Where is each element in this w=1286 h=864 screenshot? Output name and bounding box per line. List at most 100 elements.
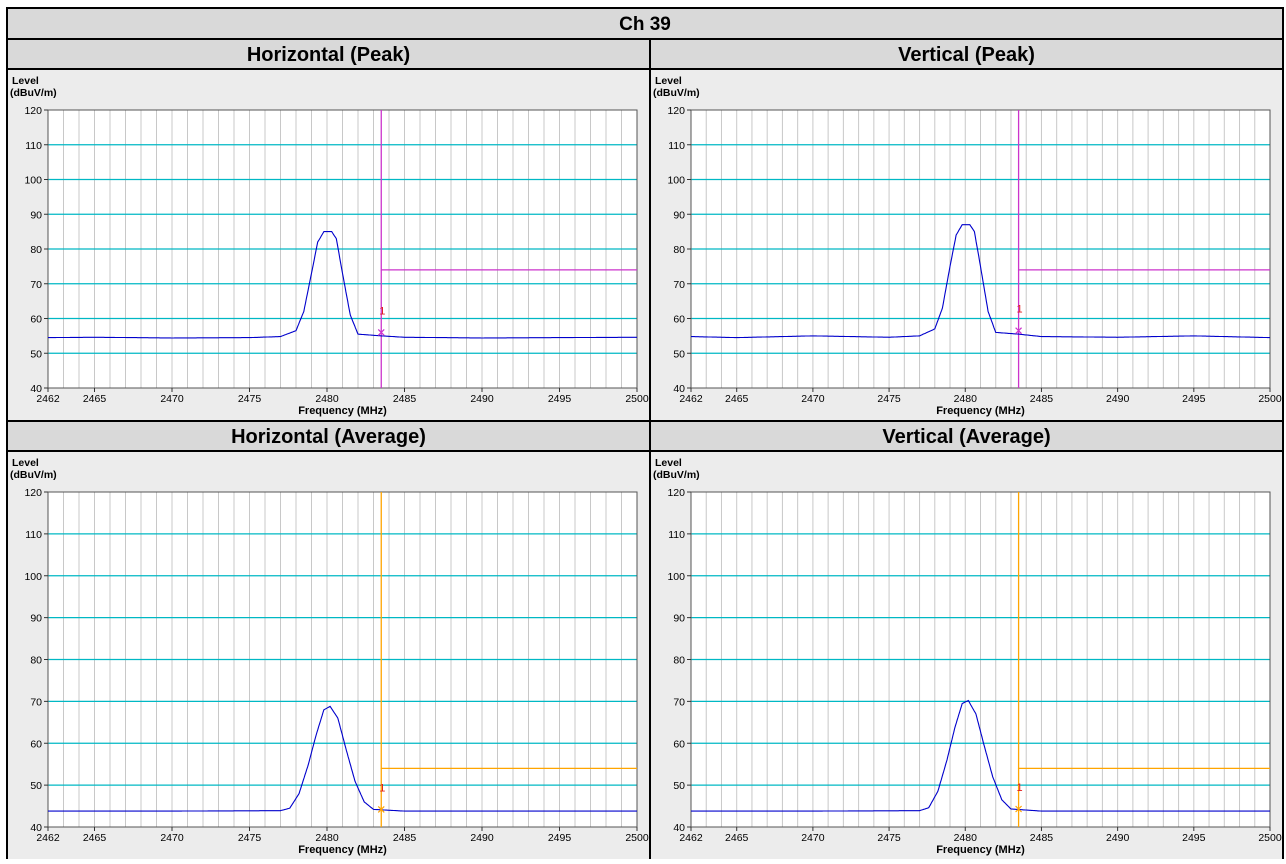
y-tick-label: 110 [668,140,685,152]
marker-x-icon [377,805,385,813]
y-axis-unit: (dBuV/m) [653,87,700,99]
series-line [691,224,1271,339]
chart-panel-vertical-peak: Vertical (Peak) 40 50 60 70 80 90 100 110 120 246… [651,40,1282,420]
y-tick-label: 100 [667,175,685,187]
y-tick-label: 70 [673,696,685,708]
x-tick-label: 2462 [679,832,703,844]
y-tick-label: 80 [30,655,42,667]
x-axis-label: Frequency (MHz) [936,844,1025,856]
x-tick-label: 2470 [160,393,184,405]
y-tick-label: 70 [30,279,42,291]
y-tick-label: 120 [24,105,42,117]
y-tick-label: 110 [25,529,42,541]
y-tick-label: 60 [673,314,685,326]
chart-horizontal-average: 40 50 60 70 80 90 100 110 120 2462 2465 2470 2475 248… [10,457,649,856]
x-tick-label: 2495 [548,832,572,844]
x-tick-label: 2500 [625,832,649,844]
y-tick-label: 60 [30,314,42,326]
y-tick-label: 110 [668,529,685,541]
report-frame: Ch 39 Horizontal (Peak) 40 50 60 70 80 90 100 1… [6,7,1284,859]
x-tick-label: 2490 [1106,832,1130,844]
y-tick-label: 50 [30,348,42,360]
y-tick-label: 100 [667,571,685,583]
x-tick-label: 2462 [36,393,60,405]
x-tick-label: 2475 [877,393,901,405]
x-tick-label: 2470 [801,393,825,405]
chart-vertical-peak: 40 50 60 70 80 90 100 110 120 2462 2465 2470 2475 248… [653,75,1282,417]
x-tick-label: 2470 [801,832,825,844]
y-axis-unit: (dBuV/m) [10,469,57,481]
x-tick-label: 2495 [1182,393,1206,405]
x-axis-label: Frequency (MHz) [298,844,387,856]
x-tick-label: 2465 [725,832,749,844]
x-axis-label: Frequency (MHz) [936,405,1025,417]
marker-x-icon [1015,805,1023,813]
x-tick-label: 2480 [315,832,339,844]
x-tick-label: 2485 [1030,832,1054,844]
x-tick-label: 2480 [954,393,978,405]
chart-panel-vertical-average: Vertical (Average) 40 50 60 70 80 90 100 110 120… [651,422,1282,859]
chart-horizontal-peak: 40 50 60 70 80 90 100 110 120 2462 2465 2470 2475 248… [10,75,649,417]
y-tick-label: 40 [673,822,685,834]
y-tick-label: 50 [673,348,685,360]
x-tick-label: 2485 [393,832,417,844]
y-tick-label: 110 [25,140,42,152]
y-tick-label: 90 [30,209,42,221]
x-tick-label: 2495 [548,393,572,405]
x-tick-label: 2500 [625,393,649,405]
x-tick-label: 2485 [1030,393,1054,405]
marker-label: 1 [379,305,385,317]
x-tick-label: 2475 [238,832,262,844]
y-tick-label: 120 [667,105,685,117]
chart-title: Horizontal (Average) [8,422,649,452]
x-tick-label: 2500 [1258,393,1282,405]
marker-label: 1 [1017,782,1023,794]
x-tick-label: 2475 [238,393,262,405]
chart-vertical-average: 40 50 60 70 80 90 100 110 120 2462 2465 2470 2475 248… [653,457,1282,856]
marker-label: 1 [1017,304,1023,316]
y-tick-label: 80 [30,244,42,256]
chart-panel-horizontal-average: Horizontal (Average) 40 50 60 70 80 90 100 110 1… [8,422,649,859]
y-tick-label: 100 [24,175,42,187]
x-tick-label: 2465 [83,832,107,844]
x-tick-label: 2462 [679,393,703,405]
x-axis-label: Frequency (MHz) [298,405,387,417]
page-title: Ch 39 [8,9,1282,40]
y-tick-label: 100 [24,571,42,583]
y-axis-label: Level [12,75,39,87]
y-tick-label: 60 [673,738,685,750]
y-tick-label: 90 [30,613,42,625]
y-tick-label: 80 [673,655,685,667]
y-tick-label: 90 [673,613,685,625]
y-axis-unit: (dBuV/m) [653,469,700,481]
series-line [48,705,638,812]
y-tick-label: 40 [30,383,42,395]
y-tick-label: 40 [30,822,42,834]
x-tick-label: 2465 [725,393,749,405]
x-tick-label: 2485 [393,393,417,405]
marker-label: 1 [379,782,385,794]
chart-grid: Horizontal (Peak) 40 50 60 70 80 90 100 110 120 2… [8,40,1282,859]
chart-panel-horizontal-peak: Horizontal (Peak) 40 50 60 70 80 90 100 110 120 2… [8,40,649,420]
marker-x-icon [1015,327,1023,335]
panel-divider-horizontal [8,420,1282,422]
x-tick-label: 2475 [877,832,901,844]
y-axis-unit: (dBuV/m) [10,87,57,99]
marker-x-icon [377,328,385,336]
chart-title: Horizontal (Peak) [8,40,649,70]
y-tick-label: 90 [673,209,685,221]
y-tick-label: 120 [667,487,685,499]
y-axis-label: Level [655,457,682,469]
y-axis-label: Level [12,457,39,469]
x-tick-label: 2500 [1258,832,1282,844]
x-tick-label: 2490 [470,393,494,405]
y-tick-label: 70 [673,279,685,291]
chart-title: Vertical (Average) [651,422,1282,452]
y-tick-label: 60 [30,738,42,750]
y-tick-label: 50 [673,780,685,792]
x-tick-label: 2490 [1106,393,1130,405]
x-tick-label: 2490 [470,832,494,844]
x-tick-label: 2480 [315,393,339,405]
chart-title: Vertical (Peak) [651,40,1282,70]
series-line [691,699,1271,812]
